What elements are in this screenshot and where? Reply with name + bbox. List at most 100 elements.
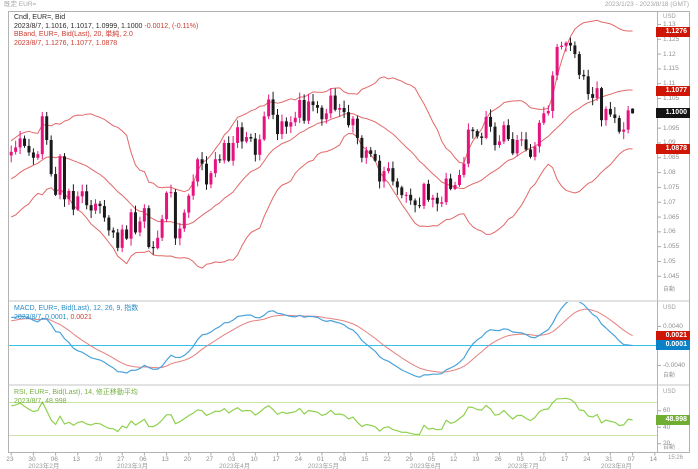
candle: [386, 168, 390, 172]
candle: [613, 114, 617, 119]
candle: [413, 200, 417, 206]
candle: [466, 129, 470, 164]
candle: [147, 208, 151, 247]
macd-values: 2023/8/7, 0.0001, 0.0021: [14, 314, 138, 323]
candle: [302, 100, 306, 121]
candle: [102, 206, 106, 218]
candle: [9, 151, 13, 156]
candle: [262, 116, 266, 140]
candle: [280, 121, 284, 135]
candle: [506, 125, 510, 140]
candle: [165, 192, 169, 220]
rsi-line[interactable]: [11, 397, 633, 436]
candle: [595, 88, 599, 98]
last-price-badge: 1.1000: [656, 108, 690, 118]
candle: [182, 212, 186, 229]
candle: [586, 76, 590, 95]
candle: [284, 121, 288, 127]
axis-corner-time-label: 15:26: [668, 455, 684, 461]
macd-lines[interactable]: [11, 299, 633, 378]
candle: [453, 185, 457, 189]
rsi-axis-autoscale-label[interactable]: 自動: [663, 445, 676, 451]
rsi-pane-legend: RSI, EUR=, Bid(Last), 14, 修正移動平均 2023/8/…: [14, 389, 138, 406]
candle: [276, 114, 280, 135]
candle: [98, 203, 102, 207]
candle: [608, 108, 612, 115]
candle: [347, 112, 351, 126]
candle: [444, 178, 448, 203]
candle: [529, 149, 533, 157]
candle: [617, 118, 621, 132]
candle: [125, 229, 129, 239]
candle: [187, 195, 191, 213]
macd-series-label: MACD, EUR=, Bid(Last), 12, 26, 9, 指数: [14, 305, 139, 312]
candle: [315, 105, 319, 108]
candle: [542, 113, 546, 123]
candle: [209, 173, 213, 185]
candle: [111, 230, 115, 233]
candle-ohlc-values: 2023/8/7, 1.1016, 1.1017, 1.0999, 1.1000…: [14, 23, 198, 32]
candle: [418, 205, 422, 207]
candle: [231, 142, 235, 161]
candle: [471, 129, 475, 132]
reference-lines[interactable]: [9, 344, 657, 436]
macd-pane-legend: MACD, EUR=, Bid(Last), 12, 26, 9, 指数 202…: [14, 305, 138, 322]
candle: [560, 45, 564, 47]
candle: [364, 150, 368, 158]
candle: [138, 221, 142, 233]
candle: [342, 108, 346, 113]
macd-value-badge: 0.0001: [656, 340, 690, 350]
candle: [329, 95, 333, 114]
candle: [320, 107, 324, 120]
chart-frame[interactable]: [8, 11, 690, 456]
candle: [582, 74, 586, 77]
candle: [54, 174, 58, 195]
candle: [18, 138, 22, 148]
rsi-axis-unit-label: USD: [663, 389, 676, 395]
candle: [133, 212, 137, 233]
candle: [120, 229, 124, 248]
candle: [577, 54, 581, 75]
candle: [404, 194, 408, 196]
price-pane-legend: Cndl, EUR=, Bid 2023/8/7, 1.1016, 1.1017…: [14, 14, 198, 48]
candle: [604, 108, 608, 121]
candle: [435, 197, 439, 204]
candle: [515, 140, 519, 154]
candle: [564, 42, 568, 46]
candle: [196, 159, 200, 182]
macd-axis-unit-label: USD: [663, 305, 676, 311]
candle: [568, 42, 572, 46]
candle: [249, 137, 253, 139]
candle: [333, 95, 337, 110]
candle: [36, 154, 40, 158]
candle: [307, 101, 311, 121]
candle: [191, 181, 195, 196]
candle: [62, 156, 66, 200]
candle: [173, 192, 177, 239]
candle: [271, 99, 275, 115]
candle: [395, 181, 399, 188]
candle: [440, 202, 444, 204]
chart-date-range: 2023/1/23 - 2023/8/18 (GMT): [604, 1, 689, 8]
candle: [369, 150, 373, 154]
candle: [626, 110, 630, 130]
candle: [457, 174, 461, 186]
candle: [409, 194, 413, 201]
candle-series-label: Cndl, EUR=, Bid: [14, 14, 66, 21]
candle: [502, 125, 506, 142]
price-axis-autoscale-label[interactable]: 自動: [663, 287, 676, 293]
candle: [205, 163, 209, 185]
candle: [40, 116, 44, 155]
candle: [23, 138, 27, 146]
candle: [324, 113, 328, 120]
macd-axis-autoscale-label[interactable]: 自動: [663, 373, 676, 379]
candle: [600, 88, 604, 121]
candle: [591, 94, 595, 98]
candlestick-series[interactable]: [9, 37, 635, 255]
candle: [160, 219, 164, 238]
candle: [400, 187, 404, 196]
candle: [129, 212, 133, 239]
candle: [258, 139, 262, 155]
candle: [253, 138, 257, 155]
